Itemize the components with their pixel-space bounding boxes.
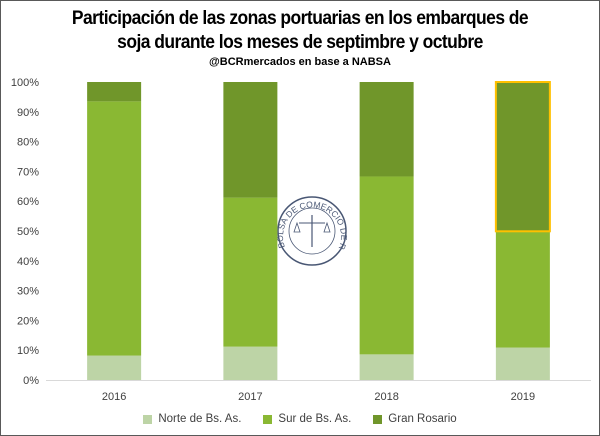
bcr-seal-logo: BOLSA DE COMERCIO DE ROSARIO [1,1,349,266]
chart-title: Participación de las zonas portuarias en… [25,7,575,55]
y-tick-label: 0% [23,375,39,387]
y-tick-label: 100% [11,77,39,89]
x-tick-label: 2019 [511,391,535,403]
bar-segment: Gran Rosario 2016: 6.5% [87,82,142,102]
title-line-2: soja durante los meses de septimbre y oc… [117,32,483,53]
y-tick-label: 10% [17,345,39,357]
bar-segment: Gran Rosario 2018: 31.7% [359,82,414,177]
legend-label: Sur de Bs. As. [278,413,352,425]
legend-label: Gran Rosario [388,413,457,425]
x-tick-label: 2016 [102,391,126,403]
legend-item: Gran Rosario [373,413,457,425]
legend-swatch [143,414,153,424]
bar-segment: Sur de Bs. As. 2016: 85.3% [87,101,142,356]
svg-text:BOLSA DE COMERCIO DE ROSARIO: BOLSA DE COMERCIO DE ROSARIO [1,1,349,251]
legend-label: Norte de Bs. As. [158,413,242,425]
bar-segment: Gran Rosario 2019: 50.1% [494,81,551,233]
bar-segment: Norte de Bs. As. 2016: 8.2% [87,355,142,380]
bar-segment: Norte de Bs. As. 2018: 8.6% [359,354,414,380]
legend-item: Norte de Bs. As. [143,413,241,425]
y-tick-label: 20% [17,315,39,327]
y-tick-label: 90% [17,107,39,119]
y-tick-label: 50% [17,226,39,238]
y-tick-label: 70% [17,166,39,178]
legend: Norte de Bs. As. Sur de Bs. As. Gran Rosar… [1,413,599,425]
bar-segment: Sur de Bs. As. 2019: 39% [495,231,550,348]
y-tick-label: 40% [17,256,39,268]
legend-item: Sur de Bs. As. [263,413,351,425]
x-tick-label: 2018 [374,391,398,403]
legend-swatch [263,414,273,424]
bar-segment: Sur de Bs. As. 2017: 50% [223,197,278,347]
bar-segment: Norte de Bs. As. 2019: 10.9% [495,347,550,380]
y-tick-label: 60% [17,196,39,208]
x-tick-label: 2017 [238,391,262,403]
y-tick-label: 30% [17,286,39,298]
y-tick-label: 80% [17,137,39,149]
legend-swatch [373,414,383,424]
bar-segment: Sur de Bs. As. 2018: 59.7% [359,176,414,355]
bar-segment: Norte de Bs. As. 2017: 11.2% [223,346,278,380]
chart-subtitle: @BCRmercados en base a NABSA [209,56,391,68]
bar-segment: Gran Rosario 2017: 38.8% [223,82,278,198]
title-line-1: Participación de las zonas portuarias en… [71,8,529,29]
